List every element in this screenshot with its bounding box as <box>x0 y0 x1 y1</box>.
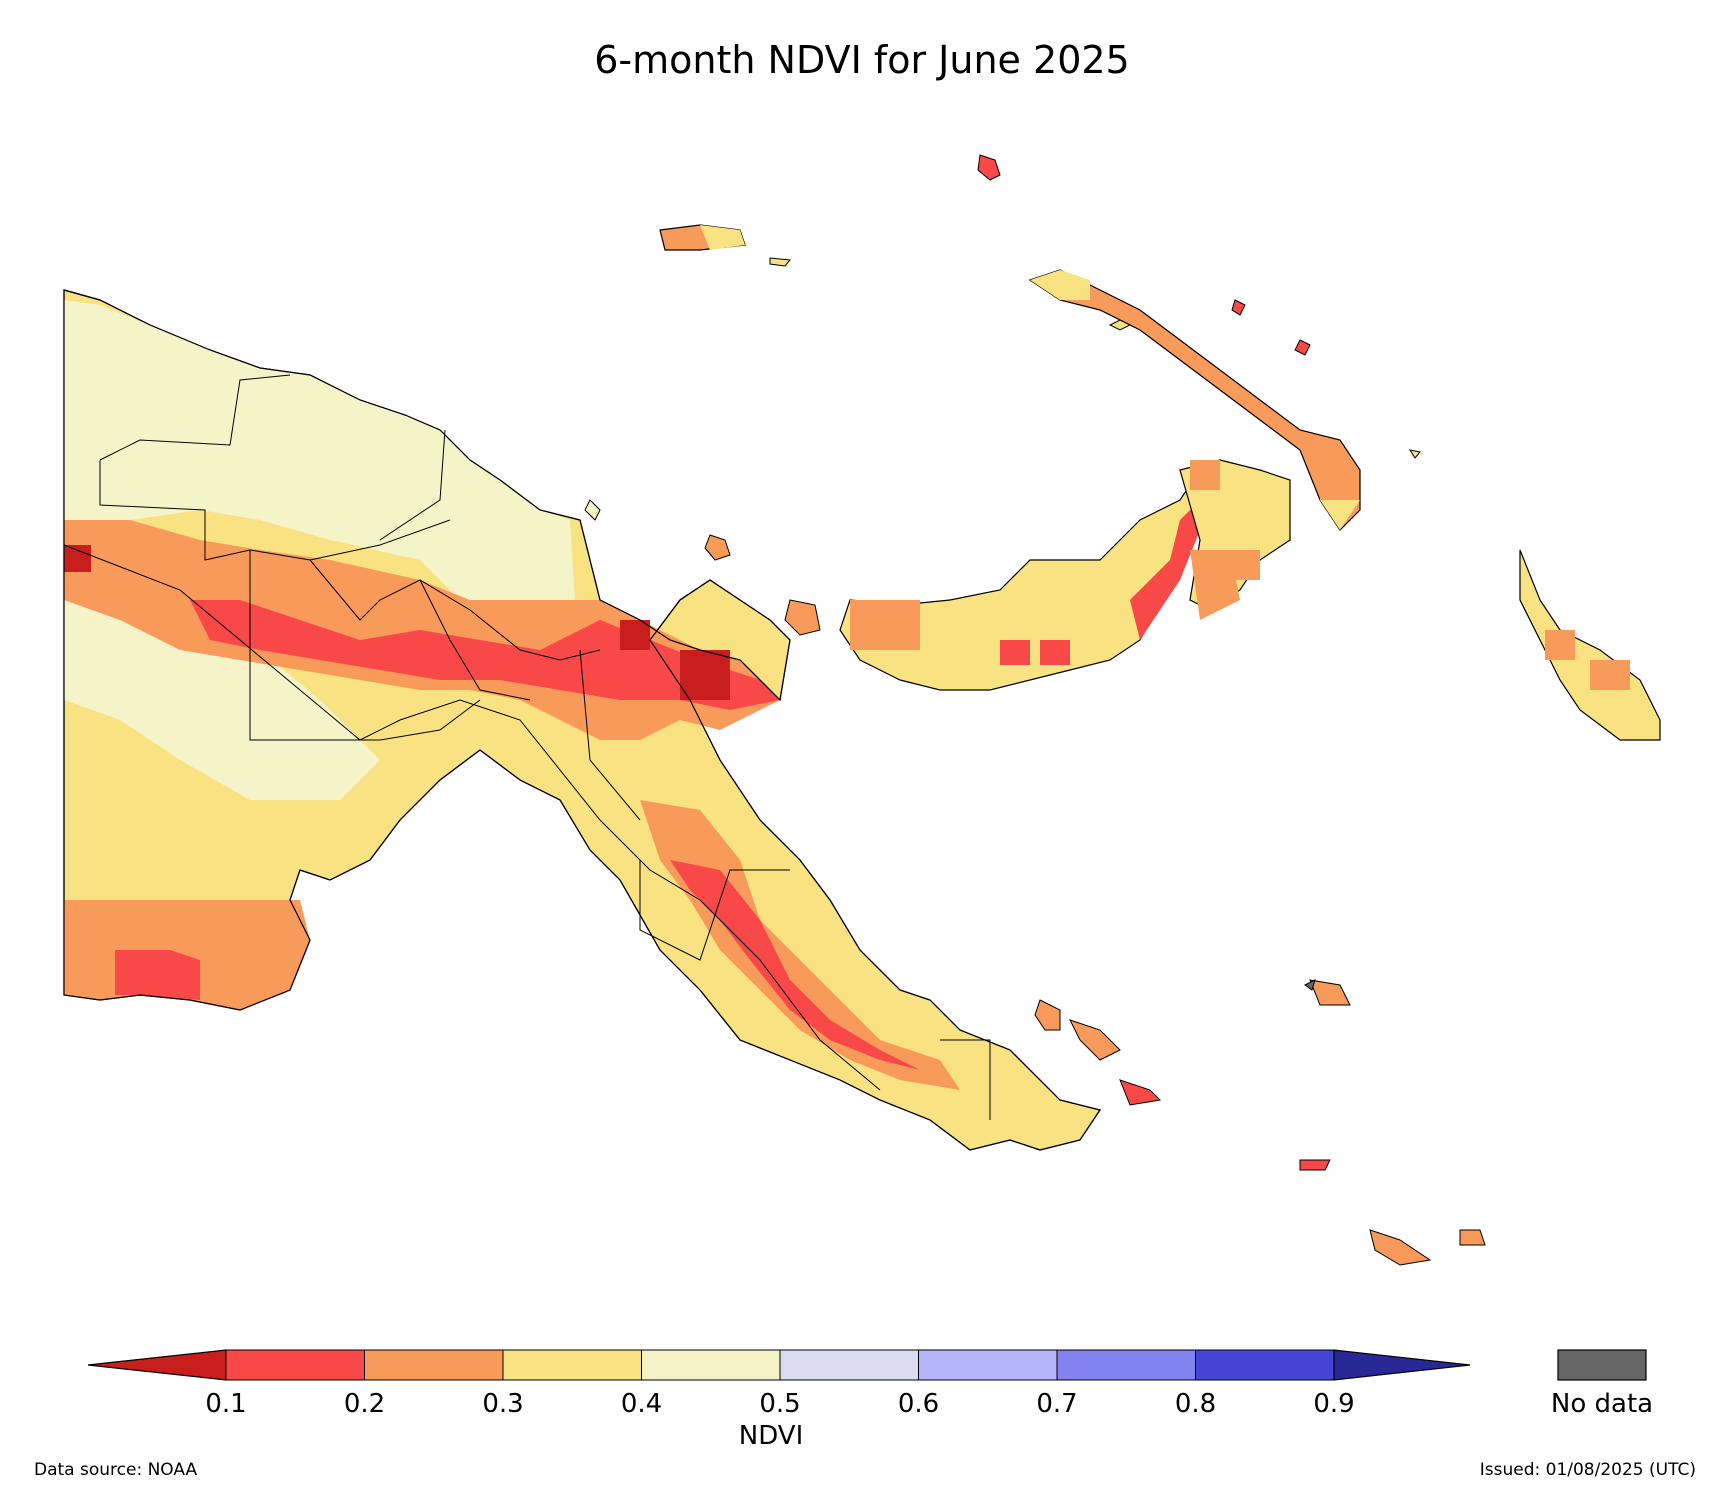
no-data-label: No data <box>1551 1389 1653 1419</box>
issued-date: Issued: 01/08/2025 (UTC) <box>1479 1460 1696 1480</box>
new-ireland <box>1028 269 1361 531</box>
colorbar-extend-low <box>87 1349 227 1381</box>
bougainville <box>1519 549 1661 741</box>
colorbar-tick-label: 0.6 <box>898 1389 939 1419</box>
colorbar-tick-label: 0.9 <box>1313 1389 1354 1419</box>
colorbar-label: NDVI <box>739 1421 803 1451</box>
mainland <box>63 289 1101 1151</box>
colorbar-segment <box>1195 1349 1335 1381</box>
colorbar-segment <box>225 1349 365 1381</box>
colorbar-tick-label: 0.3 <box>482 1389 523 1419</box>
small-islands <box>584 154 1486 1266</box>
map-title: 6-month NDVI for June 2025 <box>594 38 1130 82</box>
colorbar-tick-label: 0.8 <box>1175 1389 1216 1419</box>
colorbar-segment <box>502 1349 642 1381</box>
colorbar-segment <box>641 1349 781 1381</box>
colorbar-segment <box>1056 1349 1196 1381</box>
colorbar-tick-label: 0.1 <box>205 1389 246 1419</box>
colorbar-segment <box>779 1349 919 1381</box>
colorbar-tick-label: 0.7 <box>1036 1389 1077 1419</box>
no-data-swatch <box>1557 1349 1647 1381</box>
ndvi-map <box>63 154 1661 1266</box>
colorbar-tick-label: 0.5 <box>759 1389 800 1419</box>
colorbar-segment <box>918 1349 1058 1381</box>
colorbar-tick-label: 0.4 <box>621 1389 662 1419</box>
colorbar-extend-high <box>1333 1349 1471 1381</box>
colorbar-tick-label: 0.2 <box>344 1389 385 1419</box>
new-britain <box>839 459 1291 691</box>
colorbar-segment <box>364 1349 504 1381</box>
data-source: Data source: NOAA <box>34 1460 198 1480</box>
